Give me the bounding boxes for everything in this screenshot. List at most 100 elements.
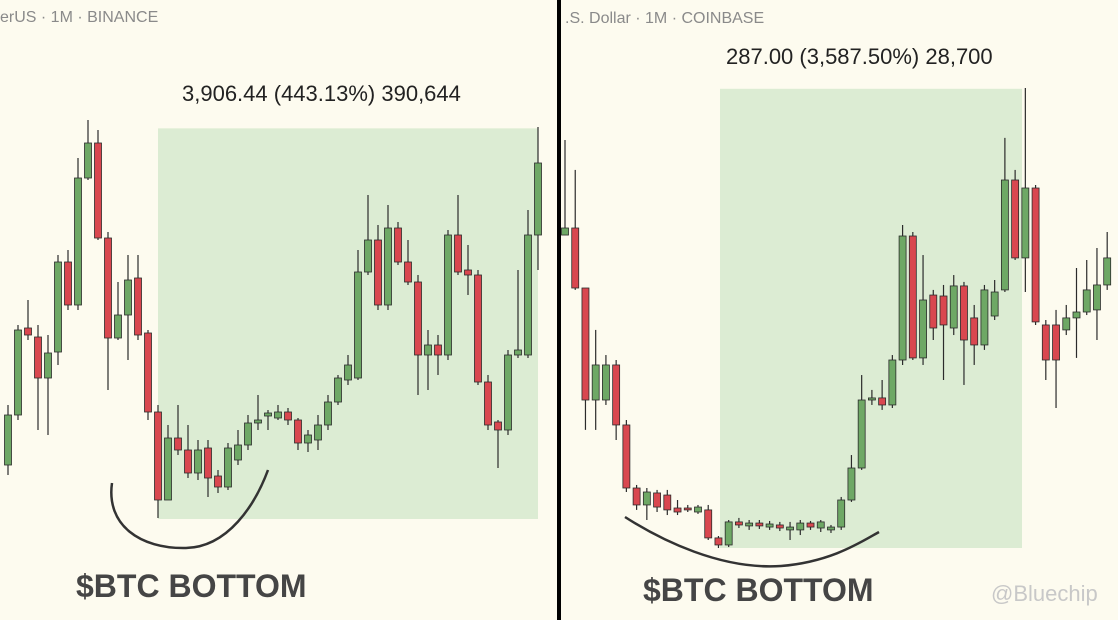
chart-panel: erUS · 1M · BINANCE 3,906.44 (443.13%) 3… (0, 0, 557, 620)
candle-body (857, 399, 866, 469)
candle-body (114, 314, 122, 339)
candle-body (1103, 257, 1112, 286)
candle-body (144, 332, 152, 413)
candle-body (632, 487, 641, 506)
candle-body (224, 447, 232, 488)
candle-body (745, 522, 754, 527)
candle-body (1072, 311, 1081, 319)
candle-body (484, 381, 492, 426)
candle-body (847, 467, 856, 501)
candle-body (642, 491, 651, 506)
candle-body (816, 521, 825, 529)
candle-body (404, 261, 412, 283)
candle-body (314, 424, 322, 441)
candle-body (1031, 187, 1040, 323)
candle-body (4, 414, 12, 466)
candle-body (24, 327, 32, 336)
candle-body (504, 354, 512, 431)
candle-body (234, 444, 242, 461)
caption: $BTC BOTTOM (643, 572, 874, 608)
candle-body (384, 227, 392, 306)
candle-body (990, 291, 999, 317)
candle-body (424, 344, 432, 356)
candle-body (591, 364, 600, 401)
candle-body (534, 162, 542, 236)
candle-body (970, 317, 979, 346)
watermark: @Bluechip (991, 581, 1098, 606)
candle-body (653, 492, 661, 508)
candle-body (44, 352, 52, 379)
candle-body (888, 359, 897, 406)
candle-body (194, 449, 202, 474)
candle-body (765, 523, 774, 528)
candle-body (878, 397, 887, 406)
candle-body (622, 424, 631, 489)
candle-body (1041, 324, 1050, 361)
candle-body (94, 142, 102, 239)
candle-body (364, 239, 372, 273)
candle-body (474, 274, 482, 383)
candle-body (908, 235, 917, 359)
candle-body (164, 437, 172, 501)
candle-body (34, 336, 42, 379)
candle-body (54, 261, 62, 353)
candle-body (274, 411, 282, 419)
candle-body (898, 235, 907, 361)
candle-body (84, 142, 92, 179)
candle-body (174, 437, 182, 451)
candle-body (294, 419, 302, 444)
candle-body (581, 287, 590, 401)
candle-body (867, 397, 876, 401)
candle-body (673, 507, 682, 513)
bottom-curve (110, 469, 270, 550)
candle-body (514, 349, 522, 356)
candle-body (344, 364, 352, 381)
candle-body (663, 494, 672, 511)
candle-body (571, 227, 580, 289)
range-annotation: 3,906.44 (443.13%) 390,644 (182, 81, 461, 106)
candle-body (735, 521, 743, 526)
candle-body (124, 279, 132, 316)
candle-body (714, 537, 723, 546)
candle-body (264, 412, 272, 417)
candle-body (724, 521, 733, 546)
candle-body (454, 234, 462, 273)
candle-body (755, 522, 764, 527)
candle-body (214, 475, 222, 488)
candle-body (414, 281, 422, 356)
chart-title: .S. Dollar · 1M · COINBASE (565, 10, 764, 27)
range-annotation: 287.00 (3,587.50%) 28,700 (726, 44, 993, 69)
candle-body (704, 509, 713, 539)
candle-body (775, 524, 784, 529)
candle-body (154, 411, 162, 501)
candle-body (64, 261, 72, 306)
candle-body (683, 507, 692, 511)
candle-body (444, 234, 452, 356)
candle-body (284, 411, 292, 421)
candle-body (304, 434, 312, 444)
candle-body (561, 227, 569, 236)
candle-body (524, 234, 532, 356)
candle-body (494, 421, 502, 431)
candle-body (334, 377, 342, 403)
candle-body (464, 269, 472, 276)
candle-body (254, 419, 262, 424)
candle-body (134, 277, 142, 336)
candle-body (1021, 187, 1030, 259)
candle-body (939, 295, 948, 326)
bottom-curve (624, 515, 880, 568)
candle-body (104, 237, 112, 339)
candle-body (74, 177, 82, 306)
candle-body (1000, 179, 1009, 291)
candle-body (837, 499, 846, 528)
candle-body (929, 294, 938, 329)
candle-body (14, 329, 22, 416)
candle-body (1062, 317, 1071, 331)
candle-body (1011, 179, 1020, 259)
candle-body (184, 449, 192, 474)
chart-panel: .S. Dollar · 1M · COINBASE 287.00 (3,587… (561, 0, 1118, 620)
candle-body (354, 271, 362, 379)
candle-body (1093, 284, 1101, 311)
candle-body (1082, 289, 1091, 313)
